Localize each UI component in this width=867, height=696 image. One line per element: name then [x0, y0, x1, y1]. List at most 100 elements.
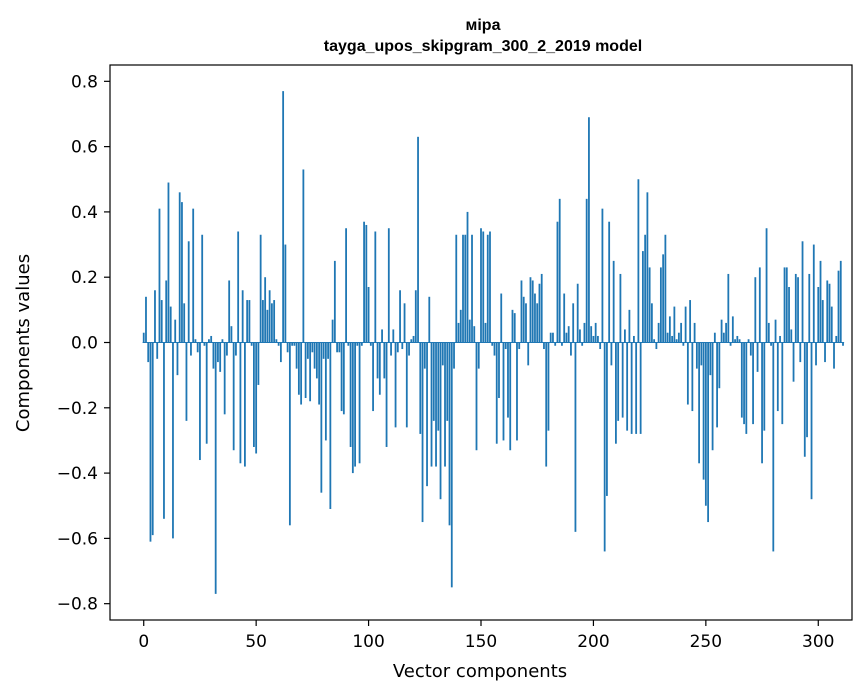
bar-126 — [426, 342, 428, 487]
bar-219 — [635, 342, 638, 434]
bar-44 — [241, 290, 244, 343]
bar-178 — [543, 342, 545, 350]
bar-205 — [603, 342, 606, 552]
bar-284 — [781, 342, 784, 425]
bar-41 — [235, 342, 237, 356]
bar-190 — [570, 342, 572, 356]
bar-136 — [448, 342, 451, 526]
bar-176 — [538, 283, 541, 343]
bar-198 — [588, 117, 590, 343]
bar-18 — [183, 303, 186, 343]
bar-112 — [394, 342, 397, 428]
bar-195 — [581, 342, 584, 346]
bar-311 — [842, 342, 844, 346]
bar-124 — [421, 342, 424, 523]
bar-47 — [248, 300, 251, 343]
bar-210 — [615, 342, 617, 444]
bar-144 — [466, 211, 469, 343]
bar-151 — [482, 231, 485, 343]
bar-51 — [257, 342, 260, 385]
bar-167 — [518, 342, 521, 350]
bar-36 — [223, 342, 226, 415]
bar-122 — [417, 136, 419, 343]
bar-218 — [633, 335, 635, 343]
y-tick-label-3: −0.2 — [57, 399, 98, 419]
bar-133 — [441, 342, 444, 366]
bar-43 — [239, 342, 242, 464]
bar-309 — [837, 270, 840, 343]
bar-165 — [513, 313, 516, 343]
bar-181 — [549, 332, 552, 343]
x-tick-label-0: 0 — [138, 632, 149, 652]
bar-260 — [727, 273, 730, 343]
bar-253 — [711, 342, 714, 451]
bar-175 — [536, 303, 539, 343]
bar-233 — [666, 332, 669, 343]
bar-5 — [154, 290, 156, 343]
bar-6 — [156, 342, 159, 359]
bar-174 — [534, 293, 536, 343]
bar-170 — [525, 303, 527, 343]
chart-title-line2: tayga_upos_skipgram_300_2_2019 model — [324, 38, 642, 55]
bar-137 — [450, 342, 453, 588]
bar-272 — [754, 277, 757, 343]
bar-185 — [558, 198, 561, 343]
bar-214 — [624, 329, 626, 343]
bar-307 — [833, 342, 835, 369]
bar-192 — [574, 342, 577, 532]
bar-32 — [214, 342, 217, 594]
bar-164 — [511, 309, 514, 343]
bar-208 — [610, 342, 613, 366]
bar-243 — [689, 300, 692, 343]
bar-186 — [561, 342, 563, 346]
bar-104 — [376, 342, 379, 379]
bar-196 — [583, 322, 586, 343]
bar-140 — [457, 322, 460, 343]
bar-33 — [217, 342, 219, 363]
bar-249 — [702, 342, 705, 480]
bar-75 — [311, 342, 314, 353]
bar-197 — [585, 198, 588, 343]
bar-250 — [704, 342, 707, 506]
bar-180 — [547, 342, 550, 431]
bar-22 — [192, 208, 195, 343]
bar-265 — [738, 339, 741, 343]
bar-301 — [819, 260, 822, 343]
bar-35 — [221, 339, 224, 343]
bar-50 — [255, 342, 258, 454]
y-tick-label-2: −0.4 — [57, 464, 98, 484]
bar-286 — [785, 267, 788, 343]
bar-134 — [444, 342, 446, 467]
bar-275 — [761, 342, 763, 464]
bar-0 — [142, 332, 145, 343]
bar-308 — [835, 335, 838, 343]
bar-225 — [648, 267, 651, 343]
bar-238 — [677, 332, 680, 343]
bar-268 — [745, 342, 748, 434]
bar-310 — [839, 260, 842, 343]
bar-58 — [273, 300, 276, 343]
bar-76 — [313, 342, 316, 369]
bar-143 — [464, 234, 467, 343]
bar-109 — [387, 228, 390, 343]
bar-204 — [601, 208, 604, 343]
x-axis-ticks: 0 50 100 150 200 250 300 — [138, 620, 834, 652]
bar-193 — [576, 283, 579, 343]
bar-285 — [783, 267, 786, 343]
bar-187 — [563, 293, 566, 343]
bar-117 — [405, 342, 408, 428]
bar-232 — [664, 234, 667, 343]
bar-54 — [264, 277, 267, 343]
bar-42 — [237, 231, 240, 343]
bar-291 — [797, 277, 799, 343]
bar-72 — [304, 342, 307, 398]
x-axis-label: Vector components — [393, 661, 567, 682]
bar-172 — [529, 277, 532, 343]
bar-127 — [428, 296, 431, 343]
bar-132 — [439, 342, 442, 500]
bar-191 — [572, 303, 575, 343]
bar-300 — [817, 287, 820, 343]
y-tick-label-4: 0.0 — [71, 334, 98, 354]
bar-48 — [250, 342, 253, 346]
